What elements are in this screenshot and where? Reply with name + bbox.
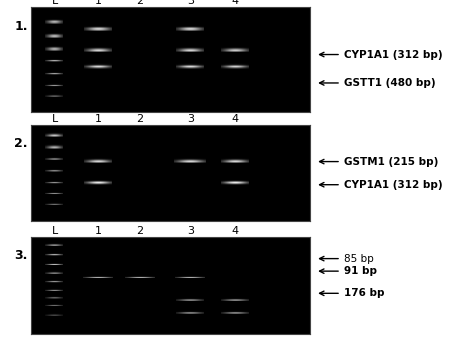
Text: 1: 1 — [94, 226, 101, 236]
Text: 4: 4 — [231, 226, 238, 236]
Text: 1: 1 — [94, 0, 101, 6]
Text: 1.: 1. — [14, 20, 27, 33]
Text: 85 bp: 85 bp — [319, 253, 374, 263]
Text: 1: 1 — [94, 114, 101, 124]
Text: 2.: 2. — [14, 136, 27, 150]
Text: 4: 4 — [231, 0, 238, 6]
Text: 4: 4 — [231, 114, 238, 124]
Text: 3: 3 — [187, 0, 194, 6]
Text: GSTT1 (480 bp): GSTT1 (480 bp) — [319, 78, 436, 88]
Text: 91 bp: 91 bp — [319, 266, 377, 276]
Text: L: L — [52, 0, 58, 6]
Text: L: L — [52, 226, 58, 236]
Text: 3.: 3. — [14, 249, 27, 262]
Text: CYP1A1 (312 bp): CYP1A1 (312 bp) — [319, 180, 442, 190]
Text: 2: 2 — [137, 0, 144, 6]
Text: 2: 2 — [137, 226, 144, 236]
Text: L: L — [52, 114, 58, 124]
Text: 3: 3 — [187, 114, 194, 124]
Text: 2: 2 — [137, 114, 144, 124]
Text: GSTM1 (215 bp): GSTM1 (215 bp) — [319, 157, 438, 167]
Text: 176 bp: 176 bp — [319, 288, 384, 298]
Text: CYP1A1 (312 bp): CYP1A1 (312 bp) — [319, 50, 442, 60]
Text: 3: 3 — [187, 226, 194, 236]
